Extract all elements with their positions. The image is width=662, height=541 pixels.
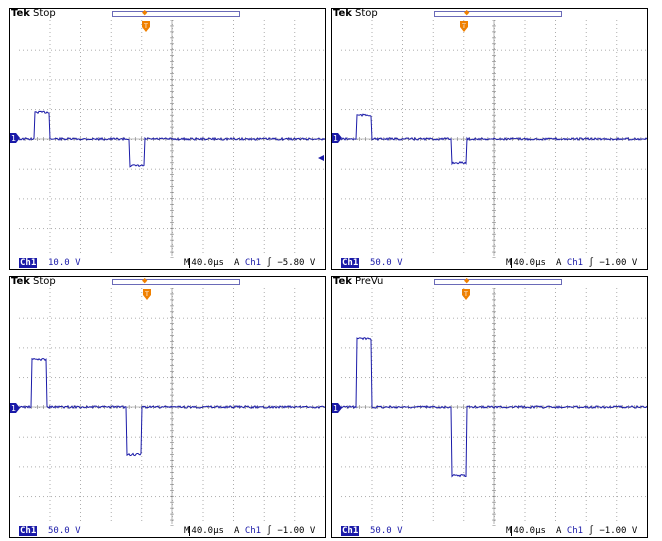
channel-badge: Ch1: [19, 258, 38, 268]
brand-label: Tek: [333, 276, 352, 287]
trigger-readout: A Ch1 ∫ −1.00 V: [234, 526, 315, 536]
timebase-prefix: M: [184, 526, 190, 536]
trigger-level: −1.00 V: [277, 526, 316, 536]
svg-text:T: T: [144, 291, 149, 298]
svg-text:T: T: [461, 23, 466, 30]
acquisition-mode: Stop: [33, 8, 56, 19]
scope-panel-2: Tek Stop ◆ T 1 Ch1 50.0 V M 40.0µs A Ch1 …: [331, 8, 648, 270]
ground-level-marker: 1: [332, 403, 342, 413]
trigger-level: −1.00 V: [599, 258, 638, 268]
scope-panel-3: Tek Stop ◆ T 1 Ch1 50.0 V M 40.0µs A Ch1 …: [9, 276, 326, 538]
top-status-bar: Tek PreVu ◆: [332, 276, 647, 288]
brand-label: Tek: [333, 8, 352, 19]
trigger-slope-icon: ∫: [588, 258, 594, 268]
trigger-point-icon: T: [460, 21, 468, 32]
brand-label: Tek: [11, 276, 30, 287]
timebase-readout: M 40.0µs: [184, 526, 224, 536]
svg-text:1: 1: [333, 134, 338, 143]
trigger-source: Ch1: [566, 258, 584, 268]
timebase-prefix: M: [506, 258, 512, 268]
timebase-value: 40.0µs: [511, 258, 546, 268]
timebase-readout: M 40.0µs: [184, 258, 224, 268]
acquisition-mode: Stop: [355, 8, 378, 19]
waveform-trace: [341, 337, 647, 478]
svg-text:1: 1: [11, 134, 16, 143]
waveform-path: [341, 113, 647, 166]
trigger-type: A: [234, 258, 240, 268]
scope-panel-4: Tek PreVu ◆ T 1 Ch1 50.0 V M 40.0µs A Ch1…: [331, 276, 648, 538]
volts-per-div: 50.0 V: [370, 526, 403, 536]
bottom-status-bar: Ch1 10.0 V M 40.0µs A Ch1 ∫ −5.80 V: [10, 256, 325, 269]
timebase-prefix: M: [184, 258, 190, 268]
waveform-path: [19, 357, 325, 457]
trigger-slope-icon: ∫: [266, 526, 272, 536]
top-status-bar: Tek Stop ◆: [332, 8, 647, 20]
waveform-path: [19, 110, 325, 168]
trigger-type: A: [556, 526, 562, 536]
timebase-readout: M 40.0µs: [506, 526, 546, 536]
record-position-bar: [434, 11, 562, 17]
timebase-value: 40.0µs: [189, 258, 224, 268]
record-position-bar: [434, 279, 562, 285]
waveform-trace: [341, 113, 647, 166]
waveform-trace: [19, 357, 325, 457]
trigger-slope-icon: ∫: [266, 258, 272, 268]
timebase-prefix: M: [506, 526, 512, 536]
trigger-level: −5.80 V: [277, 258, 316, 268]
scope-panel-1: Tek Stop ◆ T 1 Ch1 10.0 V M 40.0µs A Ch1 …: [9, 8, 326, 270]
trigger-readout: A Ch1 ∫ −1.00 V: [556, 258, 637, 268]
svg-text:1: 1: [333, 404, 338, 413]
top-status-bar: Tek Stop ◆: [10, 8, 325, 20]
bottom-status-bar: Ch1 50.0 V M 40.0µs A Ch1 ∫ −1.00 V: [332, 256, 647, 269]
trigger-source: Ch1: [244, 526, 262, 536]
trigger-level-arrow-icon: [318, 155, 324, 161]
channel-badge: Ch1: [341, 258, 360, 268]
timebase-value: 40.0µs: [189, 526, 224, 536]
acquisition-mode: Stop: [33, 276, 56, 287]
timebase-readout: M 40.0µs: [506, 258, 546, 268]
svg-text:T: T: [143, 23, 148, 30]
record-position-bar: [112, 11, 240, 17]
ground-level-marker: 1: [10, 133, 20, 143]
trigger-point-icon: T: [142, 21, 150, 32]
trigger-type: A: [234, 526, 240, 536]
trigger-type: A: [556, 258, 562, 268]
channel-badge: Ch1: [341, 526, 360, 536]
trigger-slope-icon: ∫: [588, 526, 594, 536]
svg-text:T: T: [463, 291, 468, 298]
svg-text:1: 1: [11, 404, 16, 413]
trigger-readout: A Ch1 ∫ −5.80 V: [234, 258, 315, 268]
volts-per-div: 50.0 V: [370, 258, 403, 268]
bottom-status-bar: Ch1 50.0 V M 40.0µs A Ch1 ∫ −1.00 V: [10, 524, 325, 537]
waveform-path: [341, 337, 647, 478]
bottom-status-bar: Ch1 50.0 V M 40.0µs A Ch1 ∫ −1.00 V: [332, 524, 647, 537]
trigger-point-icon: T: [462, 289, 470, 300]
channel-badge: Ch1: [19, 526, 38, 536]
volts-per-div: 50.0 V: [48, 526, 81, 536]
trigger-level: −1.00 V: [599, 526, 638, 536]
ground-level-marker: 1: [332, 133, 342, 143]
trigger-source: Ch1: [244, 258, 262, 268]
brand-label: Tek: [11, 8, 30, 19]
volts-per-div: 10.0 V: [48, 258, 81, 268]
top-status-bar: Tek Stop ◆: [10, 276, 325, 288]
ground-level-marker: 1: [10, 403, 20, 413]
waveform-trace: [19, 110, 325, 168]
record-position-bar: [112, 279, 240, 285]
trigger-position-marker: ◆: [464, 8, 470, 18]
trigger-point-icon: T: [143, 289, 151, 300]
timebase-value: 40.0µs: [511, 526, 546, 536]
trigger-position-marker: ◆: [142, 276, 148, 286]
trigger-position-marker: ◆: [142, 8, 148, 18]
acquisition-mode: PreVu: [355, 276, 384, 287]
trigger-readout: A Ch1 ∫ −1.00 V: [556, 526, 637, 536]
trigger-position-marker: ◆: [464, 276, 470, 286]
trigger-source: Ch1: [566, 526, 584, 536]
